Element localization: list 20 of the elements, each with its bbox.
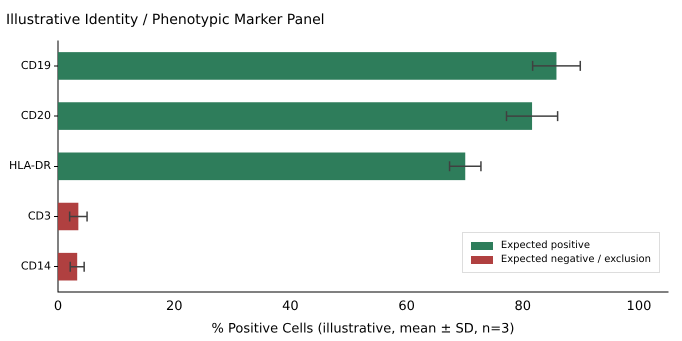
bar [58,52,556,80]
y-tick-label: CD3 [28,209,52,222]
x-tick-label: 80 [514,298,532,314]
y-tick-label: HLA-DR [8,159,52,172]
x-tick-label: 0 [54,298,62,314]
bar [58,102,532,130]
x-tick-label: 60 [398,298,415,314]
bar [58,252,78,281]
bar [58,202,78,230]
y-tick-label: CD19 [20,58,52,72]
x-tick-label: 20 [166,298,182,314]
legend-label: Expected negative / exclusion [500,254,651,265]
legend-label: Expected positive [500,240,590,251]
y-tick-label: CD14 [20,260,52,273]
y-tick-label: CD20 [20,108,52,122]
x-axis-title: % Positive Cells (illustrative, mean ± SD, n=3) [212,322,514,337]
bar [58,152,466,180]
chart-title: Illustrative Identity / Phenotypic Marker Panel [6,12,325,28]
x-tick-label: 40 [282,298,299,314]
x-tick-label: 100 [626,298,652,314]
